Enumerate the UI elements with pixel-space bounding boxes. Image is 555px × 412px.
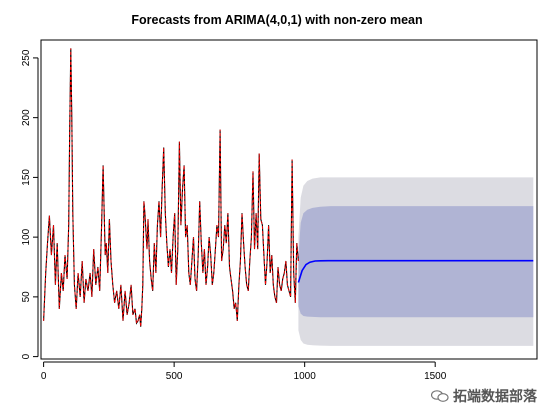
y-tick-label: 200 (21, 109, 32, 126)
x-tick-label: 500 (166, 371, 183, 382)
series-lines (43, 48, 534, 327)
x-axis: 0 500 1000 1500 (41, 361, 447, 382)
watermark-text: 拓端数据部落 (453, 389, 537, 405)
wechat-icon (431, 390, 449, 402)
y-tick-label: 250 (21, 49, 32, 66)
y-tick-label: 50 (21, 291, 32, 303)
x-tick-label: 1000 (294, 371, 317, 382)
prediction-bands (298, 177, 534, 346)
x-tick-label: 0 (41, 371, 47, 382)
fitted-line (43, 48, 299, 327)
x-tick-label: 1500 (424, 371, 447, 382)
forecast-mean-line (297, 259, 534, 283)
y-tick-label: 150 (21, 169, 32, 186)
band-80 (298, 206, 534, 318)
y-tick-label: 100 (21, 228, 32, 245)
y-tick-label: 0 (21, 353, 32, 359)
chart-title: Forecasts from ARIMA(4,0,1) with non-zer… (131, 13, 422, 27)
plot-frame (40, 39, 538, 360)
y-axis: 0 50 100 150 200 250 (21, 49, 39, 359)
watermark: 拓端数据部落 (431, 386, 537, 406)
